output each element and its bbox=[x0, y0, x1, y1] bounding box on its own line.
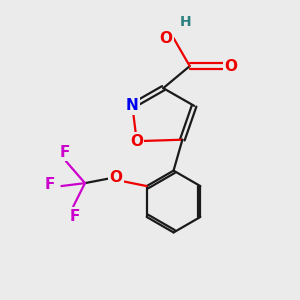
Text: H: H bbox=[179, 15, 191, 29]
Text: O: O bbox=[130, 134, 143, 149]
Text: O: O bbox=[160, 31, 173, 46]
Text: F: F bbox=[45, 177, 56, 192]
Text: F: F bbox=[59, 145, 70, 160]
Text: O: O bbox=[224, 58, 238, 74]
Text: N: N bbox=[126, 98, 139, 113]
Text: O: O bbox=[110, 170, 122, 185]
Text: F: F bbox=[70, 208, 80, 224]
